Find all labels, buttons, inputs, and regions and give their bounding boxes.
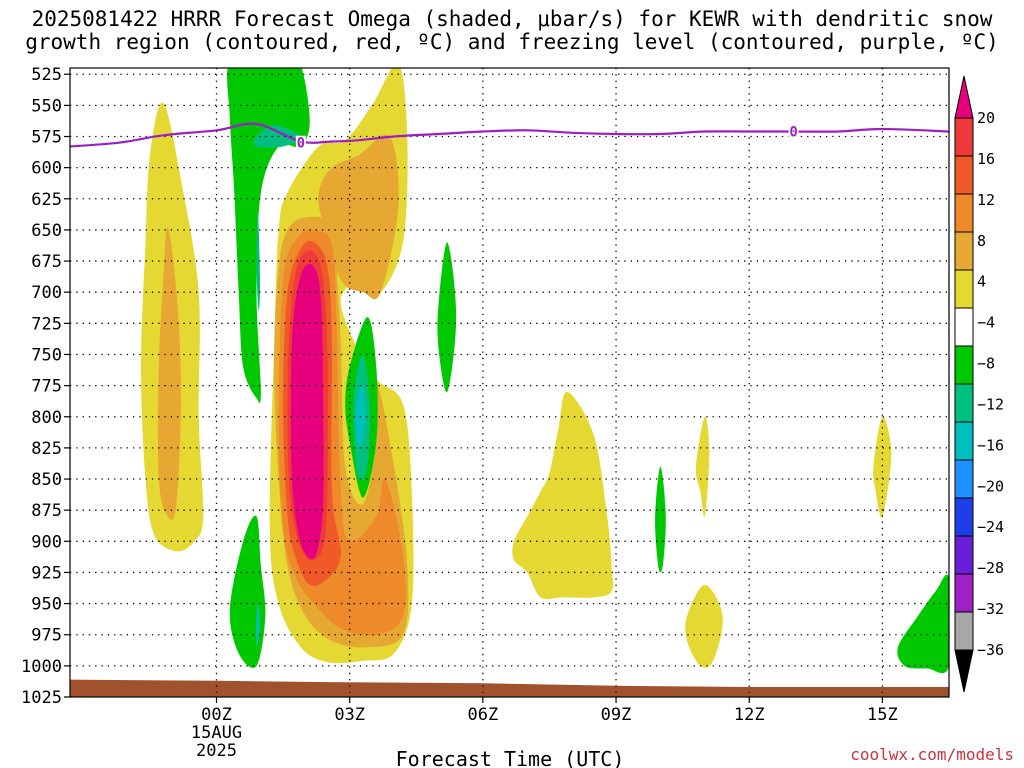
colorbar-label: −16 xyxy=(977,436,1004,454)
omega-region xyxy=(253,125,301,148)
freezing-level-line xyxy=(70,122,949,148)
y-tick-label: 900 xyxy=(31,532,62,552)
x-tick-label: 03Z xyxy=(334,705,365,725)
x-tick-label: 15Z xyxy=(867,705,898,725)
colorbar-top-arrow xyxy=(954,75,974,119)
colorbar-label: 12 xyxy=(977,191,995,209)
grid xyxy=(70,68,949,697)
terrain-fill xyxy=(70,679,949,697)
colorbar-swatch xyxy=(954,269,974,309)
y-tick-label: 700 xyxy=(31,283,62,303)
omega-region xyxy=(227,68,310,404)
omega-region xyxy=(873,416,892,518)
colorbar-label: 20 xyxy=(977,109,995,127)
y-tick-label: 800 xyxy=(31,408,62,428)
colorbar-swatch xyxy=(954,345,974,385)
y-tick-label: 600 xyxy=(31,159,62,179)
contour-label-background xyxy=(788,124,799,139)
y-tick-label: 575 xyxy=(31,128,62,148)
x-tick-label: 06Z xyxy=(468,705,499,725)
y-tick-label: 725 xyxy=(31,314,62,334)
x-tick-sublabel: 15AUG xyxy=(191,723,242,743)
omega-region xyxy=(512,391,614,600)
chart-title: 2025081422 HRRR Forecast Omega (shaded, … xyxy=(0,8,1024,54)
y-tick-label: 625 xyxy=(31,190,62,210)
x-axis-label: Forecast Time (UTC) xyxy=(396,747,625,768)
freezing-level-label: 0 xyxy=(297,136,305,152)
omega-region xyxy=(256,211,261,312)
contour-label-background xyxy=(295,135,306,150)
plot-frame xyxy=(69,67,950,698)
colorbar-swatch xyxy=(954,611,974,651)
omega-region xyxy=(695,416,710,518)
credit-link[interactable]: coolwx.com/models xyxy=(850,745,1014,764)
y-tick-label: 850 xyxy=(31,470,62,490)
chart-title-line-2: growth region (contoured, red, ºC) and f… xyxy=(25,30,999,54)
freezing-level-label: 0 xyxy=(789,125,797,141)
omega-region xyxy=(655,466,666,573)
omega-shading xyxy=(141,68,949,674)
colorbar-swatch xyxy=(954,231,974,271)
colorbar-swatch xyxy=(954,573,974,613)
colorbar-label: −28 xyxy=(977,559,1004,577)
colorbar-label: −20 xyxy=(977,477,1004,495)
colorbar-label: −36 xyxy=(977,641,1004,659)
colorbar-swatch xyxy=(954,459,974,499)
y-tick-label: 875 xyxy=(31,501,62,521)
y-tick-label: 675 xyxy=(31,252,62,272)
y-tick-label: 1025 xyxy=(21,688,62,708)
x-tick-sublabel: 2025 xyxy=(196,741,237,761)
colorbar-swatch xyxy=(954,421,974,461)
colorbar: 20 16 12 8 4 −4 −8 −12 −16 −20 −24 −28 −32 −36 xyxy=(954,75,1004,693)
colorbar-swatch xyxy=(954,117,974,157)
colorbar-label: −32 xyxy=(977,600,1004,618)
x-tick-label: 00Z xyxy=(201,705,232,725)
y-tick-label: 775 xyxy=(31,377,62,397)
colorbar-label: −24 xyxy=(977,518,1004,536)
omega-region xyxy=(437,242,457,393)
colorbar-swatch xyxy=(954,193,974,233)
colorbar-label: −8 xyxy=(977,355,995,373)
axes: 525 550 575 600 625 650 675 700 725 750 775 800 825 8… xyxy=(21,65,950,761)
omega-region xyxy=(897,574,949,674)
omega-region xyxy=(256,603,260,648)
colorbar-bottom-arrow xyxy=(954,649,974,693)
y-tick-label: 825 xyxy=(31,439,62,459)
y-tick-label: 1000 xyxy=(21,657,62,677)
colorbar-label: −12 xyxy=(977,395,1004,413)
x-tick-label: 09Z xyxy=(601,705,632,725)
x-tick-label: 12Z xyxy=(734,705,765,725)
freezing-level-contour: 00 xyxy=(70,122,949,152)
omega-region xyxy=(229,515,266,668)
y-tick-label: 925 xyxy=(31,563,62,583)
colorbar-label: 4 xyxy=(977,273,986,291)
y-tick-label: 550 xyxy=(31,96,62,116)
chart-title-line-1: 2025081422 HRRR Forecast Omega (shaded, … xyxy=(31,7,993,31)
y-tick-label: 525 xyxy=(31,65,62,85)
omega-region xyxy=(318,134,399,300)
colorbar-label: 8 xyxy=(977,232,986,250)
colorbar-swatch xyxy=(954,497,974,537)
colorbar-label: −4 xyxy=(977,314,995,332)
colorbar-swatch xyxy=(954,307,974,347)
colorbar-swatch xyxy=(954,155,974,195)
colorbar-swatch xyxy=(954,383,974,423)
terrain-area xyxy=(70,679,949,697)
y-tick-label: 950 xyxy=(31,595,62,615)
omega-region xyxy=(157,227,181,520)
colorbar-label: 16 xyxy=(977,150,995,168)
y-tick-label: 750 xyxy=(31,345,62,365)
colorbar-swatch xyxy=(954,535,974,575)
omega-region xyxy=(290,263,324,560)
omega-region xyxy=(685,584,723,668)
y-tick-label: 650 xyxy=(31,221,62,241)
y-tick-label: 975 xyxy=(31,626,62,646)
